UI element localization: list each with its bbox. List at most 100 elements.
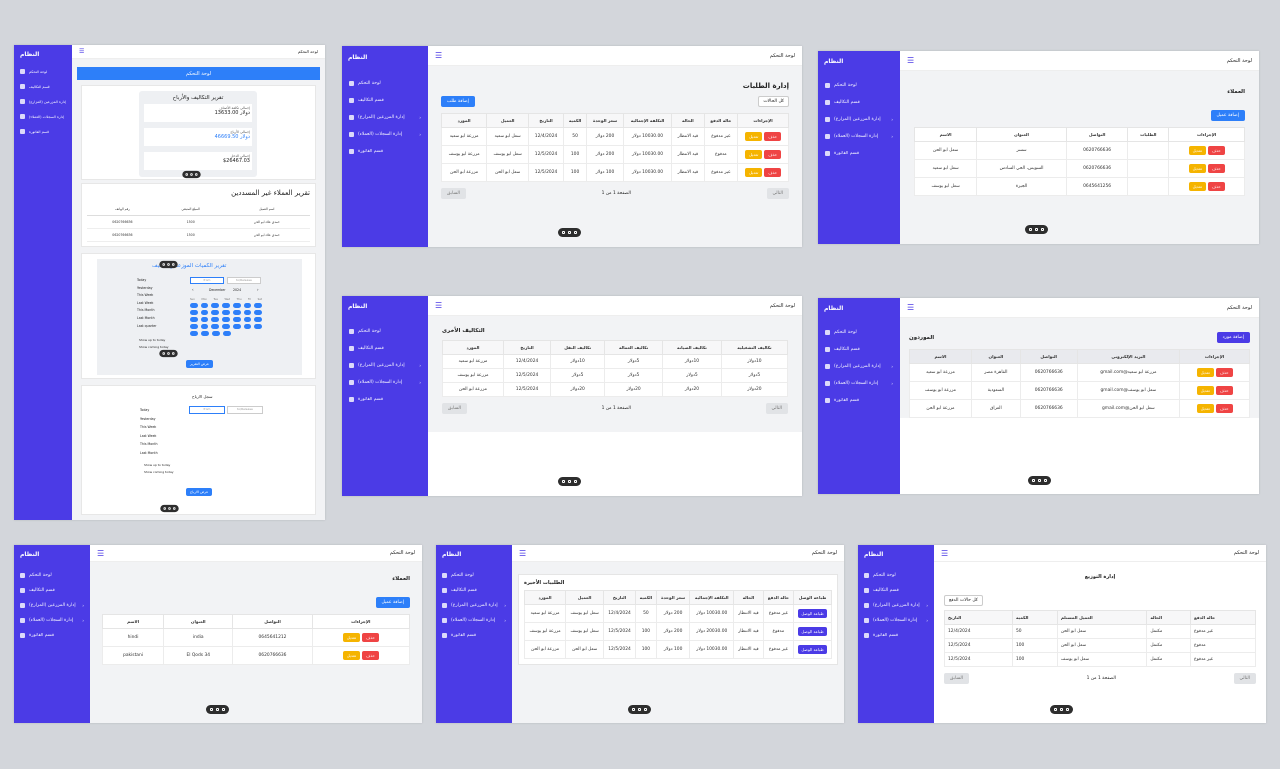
date-to-input-2[interactable]: to/Release — [227, 406, 263, 414]
sidebar-item-costs[interactable]: قسم التكاليف — [14, 79, 72, 94]
toolbar-pill[interactable] — [159, 349, 178, 358]
delete-button[interactable]: حذف — [1207, 146, 1225, 155]
sidebar-item-farmers[interactable]: إدارة المزرعين (المزارع) › — [858, 598, 934, 613]
add-order-button[interactable]: إضافة طلب — [441, 96, 475, 107]
sidebar-item-costs[interactable]: قسم التكاليف — [436, 583, 512, 598]
edit-button[interactable]: تعديل — [1188, 146, 1206, 155]
menu-icon[interactable]: ☰ — [941, 548, 949, 558]
sidebar-item-invoice[interactable]: قسم الفاتورة — [14, 124, 72, 139]
edit-button[interactable]: تعديل — [1188, 164, 1206, 173]
menu-icon[interactable]: ☰ — [79, 48, 85, 55]
edit-button[interactable]: تعديل — [745, 132, 763, 141]
sidebar-item-farmers[interactable]: إدارة المزرعين (المزارع) › — [436, 598, 512, 613]
show-report-button[interactable]: عرض التقرير — [186, 360, 214, 368]
sidebar-item-costs[interactable]: قسم التكاليف — [342, 92, 428, 109]
sidebar-item-costs[interactable]: قسم التكاليف — [818, 341, 900, 358]
sidebar-item-invoice[interactable]: قسم الفاتورة — [436, 628, 512, 643]
sidebar-item-costs[interactable]: قسم التكاليف — [818, 94, 900, 111]
sidebar-item-costs[interactable]: قسم التكاليف — [858, 583, 934, 598]
prev-month-icon[interactable]: ‹ — [192, 287, 194, 292]
sidebar-item-farmers[interactable]: إدارة المزرعين (المزارع) › — [818, 111, 900, 128]
edit-button[interactable]: تعديل — [342, 651, 361, 660]
next-month-icon[interactable]: › — [257, 287, 259, 292]
sidebar-item-farmers[interactable]: إدارة المزرعين (المزارع) › — [342, 357, 428, 374]
toolbar-pill-top[interactable] — [159, 260, 178, 269]
toolbar-pill[interactable] — [182, 170, 201, 179]
add-client-button[interactable]: إضافة عميل — [1210, 110, 1245, 121]
sidebar-item-invoice[interactable]: قسم الفاتورة — [858, 628, 934, 643]
prev-page-button[interactable]: السابق — [441, 188, 467, 199]
sidebar-item-invoice[interactable]: قسم الفاتورة — [342, 143, 428, 160]
date-to-input[interactable]: to/Release — [227, 277, 261, 284]
toolbar-pill[interactable] — [1028, 476, 1051, 485]
sidebar-item-invoice[interactable]: قسم الفاتورة — [14, 628, 90, 643]
toolbar-pill[interactable] — [1025, 225, 1048, 234]
menu-icon[interactable]: ☰ — [97, 548, 105, 558]
edit-button[interactable]: تعديل — [1188, 182, 1206, 191]
toolbar-pill[interactable] — [628, 705, 651, 714]
edit-button[interactable]: تعديل — [1196, 404, 1214, 413]
sidebar-item-farmers[interactable]: إدارة المزرعين (المزارع) › — [818, 358, 900, 375]
add-supplier-button[interactable]: إضافة مورد — [1216, 332, 1250, 343]
sidebar-item-dashboard[interactable]: لوحة التحكم — [342, 75, 428, 92]
delete-button[interactable]: حذف — [764, 168, 782, 177]
prev-page-button[interactable]: السابق — [442, 403, 468, 414]
sidebar-item-farmers[interactable]: إدارة المزرعين (المزارع) › — [342, 109, 428, 126]
payment-filter-select[interactable]: كل حالات الدفع — [944, 595, 983, 606]
sidebar-item-records[interactable]: إدارة السجلات (العملاء) › — [858, 613, 934, 628]
sidebar-item-costs[interactable]: قسم التكاليف — [342, 340, 428, 357]
print-receipt-button[interactable]: طباعة الوصل — [798, 645, 827, 654]
sidebar-item-invoice[interactable]: قسم الفاتورة — [818, 392, 900, 409]
prev-page-button[interactable]: السابق — [944, 673, 970, 684]
sidebar-item-records[interactable]: إدارة السجلات (العملاء) › — [818, 375, 900, 392]
edit-button[interactable]: تعديل — [745, 168, 763, 177]
sidebar-item-records[interactable]: إدارة السجلات (العملاء) › — [342, 374, 428, 391]
status-filter-select[interactable]: كل الحالات — [758, 96, 789, 107]
sidebar-item-farmers[interactable]: إدارة المزرعين (المزارع) › — [14, 598, 90, 613]
sidebar-item-dashboard[interactable]: لوحة التحكم — [14, 64, 72, 79]
sidebar-item-records[interactable]: إدارة السجلات (العملاء) › — [436, 613, 512, 628]
delete-button[interactable]: حذف — [764, 132, 782, 141]
menu-icon[interactable]: ☰ — [435, 301, 443, 310]
sidebar-item-costs[interactable]: قسم التكاليف — [14, 583, 90, 598]
date-from-input[interactable]: from — [190, 277, 224, 284]
add-client-button[interactable]: إضافة عميل — [375, 597, 410, 608]
toolbar-pill[interactable] — [160, 504, 179, 513]
next-page-button[interactable]: التالي — [1233, 673, 1256, 684]
sidebar-item-dashboard[interactable]: لوحة التحكم — [14, 568, 90, 583]
delete-button[interactable]: حذف — [1215, 404, 1233, 413]
print-receipt-button[interactable]: طباعة الوصل — [798, 609, 827, 618]
sidebar-item-dashboard[interactable]: لوحة التحكم — [818, 77, 900, 94]
sidebar-item-dashboard[interactable]: لوحة التحكم — [858, 568, 934, 583]
sidebar-item-records[interactable]: إدارة السجلات (العملاء) › — [818, 128, 900, 145]
delete-button[interactable]: حذف — [1207, 164, 1225, 173]
delete-button[interactable]: حذف — [1215, 386, 1233, 395]
sidebar-item-invoice[interactable]: قسم الفاتورة — [342, 391, 428, 408]
menu-icon[interactable]: ☰ — [519, 548, 527, 558]
sidebar-item-dashboard[interactable]: لوحة التحكم — [818, 324, 900, 341]
edit-button[interactable]: تعديل — [1196, 386, 1214, 395]
toolbar-pill[interactable] — [558, 228, 581, 237]
edit-button[interactable]: تعديل — [1196, 368, 1214, 377]
sidebar-item-records[interactable]: إدارة السجلات (العملاء) › — [342, 126, 428, 143]
delete-button[interactable]: حذف — [1215, 368, 1233, 377]
edit-button[interactable]: تعديل — [745, 150, 763, 159]
menu-icon[interactable]: ☰ — [435, 51, 443, 60]
year-select[interactable]: 2024 — [233, 288, 242, 292]
toolbar-pill[interactable] — [558, 477, 581, 486]
sidebar-item-dashboard[interactable]: لوحة التحكم — [342, 323, 428, 340]
next-page-button[interactable]: التالي — [766, 188, 789, 199]
month-select[interactable]: December — [209, 288, 226, 292]
toolbar-pill[interactable] — [1050, 705, 1073, 714]
sidebar-item-dashboard[interactable]: لوحة التحكم — [436, 568, 512, 583]
sidebar-item-farmers[interactable]: إدارة المزرعين (المزارع) — [14, 94, 72, 109]
edit-button[interactable]: تعديل — [342, 633, 361, 642]
sidebar-item-records[interactable]: إدارة السجلات (العملاء) › — [14, 613, 90, 628]
show-profit-button[interactable]: عرض الارباح — [186, 488, 213, 496]
print-receipt-button[interactable]: طباعة الوصل — [798, 627, 827, 636]
toolbar-pill[interactable] — [206, 705, 229, 714]
delete-button[interactable]: حذف — [362, 633, 379, 642]
menu-icon[interactable]: ☰ — [907, 56, 915, 65]
delete-button[interactable]: حذف — [764, 150, 782, 159]
delete-button[interactable]: حذف — [1207, 182, 1225, 191]
